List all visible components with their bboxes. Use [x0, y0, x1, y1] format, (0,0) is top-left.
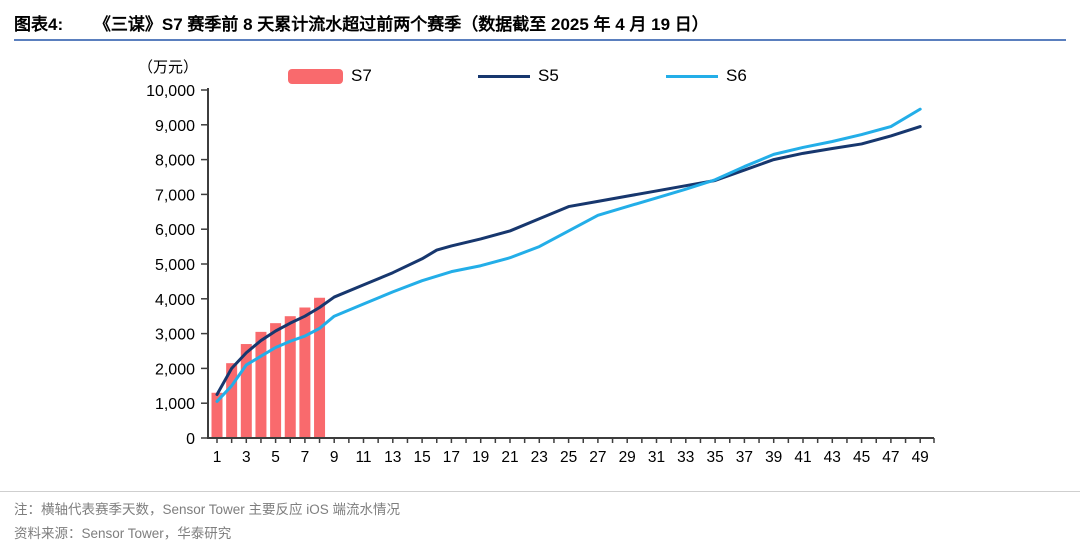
- x-tick-label: 49: [912, 449, 929, 466]
- x-tick-label: 35: [706, 449, 723, 466]
- y-tick-label: 7,000: [155, 187, 195, 204]
- y-axis-unit-label: （万元）: [138, 59, 199, 76]
- y-tick-label: 2,000: [155, 361, 195, 378]
- x-tick-label: 19: [472, 449, 489, 466]
- x-tick-label: 3: [242, 449, 251, 466]
- legend-swatch-s5-line: [478, 74, 530, 78]
- legend-label-s7: S7: [351, 66, 372, 85]
- y-tick-label: 4,000: [155, 292, 195, 309]
- page-title: 《三谋》S7 赛季前 8 天累计流水超过前两个赛季（数据截至 2025 年 4 …: [93, 15, 709, 34]
- bar-s7-day-3: [240, 344, 252, 438]
- x-tick-label: 31: [648, 449, 665, 466]
- x-tick-label: 47: [882, 449, 899, 466]
- y-tick-label: 5,000: [155, 257, 195, 274]
- x-tick-label: 5: [271, 449, 280, 466]
- legend-item-s5: S5: [478, 66, 559, 86]
- chart-footnote: 注：横轴代表赛季天数，Sensor Tower 主要反应 iOS 端流水情况: [14, 502, 401, 517]
- x-tick-label: 29: [619, 449, 636, 466]
- bar-s7-day-1: [211, 392, 223, 438]
- y-tick-label: 1,000: [155, 396, 195, 413]
- legend-item-s7: S7: [288, 66, 372, 86]
- legend-item-s6: S6: [666, 66, 747, 86]
- x-tick-label: 41: [794, 449, 811, 466]
- line-s6: [215, 107, 922, 403]
- x-tick-label: 11: [355, 449, 371, 466]
- bar-s7-day-5: [270, 323, 282, 438]
- line-s5: [215, 125, 922, 396]
- x-tick-label: 45: [853, 449, 870, 466]
- legend-label-s5: S5: [538, 66, 559, 85]
- footer-divider: [0, 491, 1080, 492]
- y-tick-label: 3,000: [155, 327, 195, 344]
- x-tick-label: 15: [413, 449, 430, 466]
- legend-swatch-s7-bar: [288, 68, 343, 84]
- y-tick-label: 0: [186, 431, 195, 448]
- x-tick-label: 9: [330, 449, 339, 466]
- title-underline: [14, 39, 1066, 41]
- bar-s7-day-4: [255, 331, 267, 438]
- bar-s7-day-8: [314, 297, 326, 438]
- y-tick-label: 9,000: [155, 118, 195, 135]
- x-tick-label: 37: [736, 449, 753, 466]
- bar-s7-day-7: [299, 307, 311, 438]
- y-tick-label: 8,000: [155, 153, 195, 170]
- x-tick-label: 13: [384, 449, 401, 466]
- bar-s7-day-6: [284, 316, 296, 438]
- bar-s7-day-2: [226, 363, 238, 438]
- source-note: 资料来源：Sensor Tower，华泰研究: [14, 526, 232, 541]
- x-tick-label: 25: [560, 449, 577, 466]
- x-tick-label: 21: [501, 449, 518, 466]
- x-tick-label: 17: [443, 449, 460, 466]
- x-tick-label: 23: [531, 449, 548, 466]
- x-tick-label: 33: [677, 449, 694, 466]
- exhibit-header: 图表4: 《三谋》S7 赛季前 8 天累计流水超过前两个赛季（数据截至 2025…: [14, 10, 1066, 35]
- x-tick-label: 39: [765, 449, 782, 466]
- y-tick-label: 6,000: [155, 222, 195, 239]
- legend-label-s6: S6: [726, 66, 747, 85]
- exhibit-label: 图表4:: [14, 15, 64, 34]
- x-tick-label: 27: [589, 449, 606, 466]
- x-tick-label: 1: [213, 449, 222, 466]
- legend-swatch-s6-line: [666, 74, 718, 78]
- x-tick-label: 43: [824, 449, 841, 466]
- x-tick-label: 7: [301, 449, 310, 466]
- y-tick-label: 10,000: [146, 83, 195, 100]
